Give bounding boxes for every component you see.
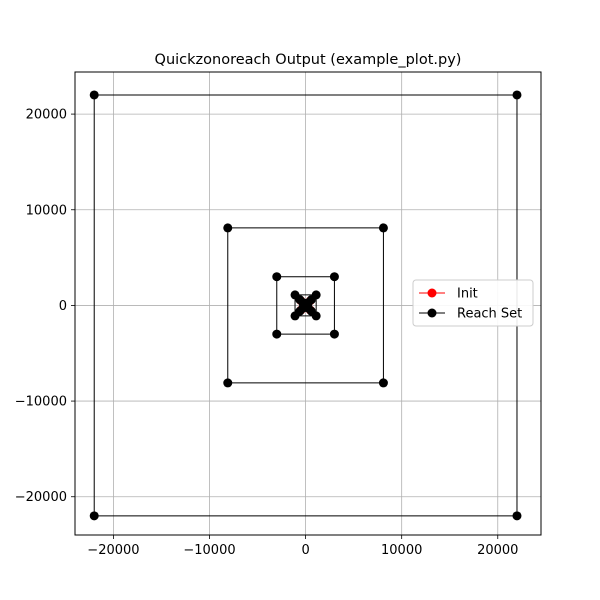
reach-set-point <box>512 511 522 521</box>
legend-box <box>412 279 534 327</box>
ticks: −20000 −10000 0 10000 20000 −20000 −10000 0 1000… <box>15 108 519 558</box>
legend-marker <box>427 288 437 298</box>
reach-set-point <box>89 511 99 521</box>
reach-set-point <box>272 329 282 339</box>
legend-item-init: Init <box>419 287 478 302</box>
y-tick-label: −20000 <box>15 490 67 505</box>
axes-frame <box>74 71 542 536</box>
reach-set-point <box>512 90 522 100</box>
y-tick-label: 20000 <box>26 108 67 123</box>
x-tick-label: 20000 <box>477 543 518 558</box>
chart-title: Quickzonoreach Output (example_plot.py) <box>155 52 462 68</box>
x-tick-label: 10000 <box>381 543 422 558</box>
plot-data <box>89 90 522 521</box>
x-tick-label: 0 <box>301 543 309 558</box>
x-tick-label: −10000 <box>183 543 235 558</box>
x-tick-label: −20000 <box>87 543 139 558</box>
y-tick-label: −10000 <box>15 395 67 410</box>
reach-set-point <box>298 298 308 308</box>
series-reach-set <box>89 90 522 521</box>
legend-marker <box>427 308 437 318</box>
reach-set-point <box>329 329 339 339</box>
legend-label: Reach Set <box>457 307 522 322</box>
y-tick-label: 10000 <box>26 203 67 218</box>
y-tick-label: 0 <box>59 299 67 314</box>
reach-set-point <box>223 223 233 233</box>
reach-set-point <box>378 223 388 233</box>
reach-set-point <box>329 272 339 282</box>
legend: Init Reach Set <box>412 279 534 327</box>
legend-label: Init <box>457 287 478 302</box>
legend-item-reach-set: Reach Set <box>419 307 522 322</box>
reach-set-point <box>89 90 99 100</box>
reach-set-point <box>272 272 282 282</box>
reach-set-point <box>223 378 233 388</box>
reach-set-point <box>378 378 388 388</box>
